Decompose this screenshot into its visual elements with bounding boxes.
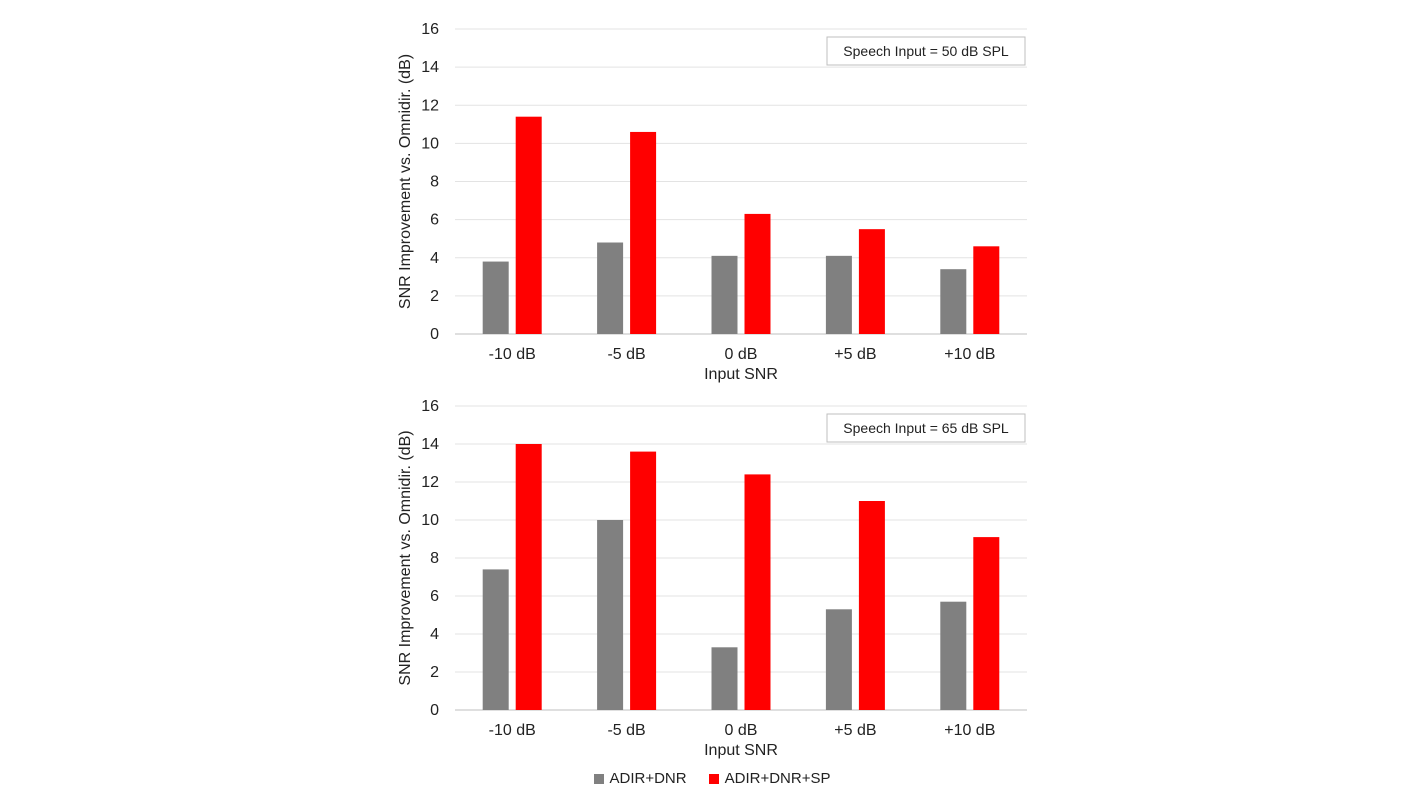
y-tick-label: 10 — [421, 135, 439, 152]
annotation-box — [826, 413, 1026, 443]
y-tick-label: 4 — [430, 250, 439, 267]
legend-label-adir-dnr: ADIR+DNR — [609, 770, 687, 787]
annotation-text: Speech Input = 65 dB SPL — [843, 420, 1009, 436]
legend-item-adir-dnr-sp: ADIR+DNR+SP — [708, 770, 831, 787]
legend-label-adir-dnr-sp: ADIR+DNR+SP — [724, 770, 831, 787]
chart-canvas: 0 2 4 6 8 10 12 14 16 -10 dB -5 dB 0 dB +5 dB +10 dB I… — [397, 21, 1027, 759]
y-tick-label: 12 — [421, 474, 439, 491]
bar-adir-dnr-sp — [858, 229, 885, 334]
x-tick-label: -10 dB — [489, 722, 536, 739]
legend-swatch-adir-dnr — [593, 773, 604, 784]
bar-adir-dnr — [825, 255, 852, 334]
y-tick-label: 0 — [430, 326, 439, 343]
annotation-box — [826, 36, 1026, 66]
bar-adir-dnr-sp — [515, 116, 542, 334]
y-axis-title: SNR Improvement vs. Omnidir. (dB) — [397, 54, 414, 309]
bar-adir-dnr-sp — [858, 501, 885, 710]
y-tick-label: 12 — [421, 97, 439, 114]
y-tick-label: 16 — [421, 21, 439, 38]
bar-adir-dnr — [711, 647, 738, 710]
bar-adir-dnr-sp — [973, 246, 1000, 334]
annotation-text: Speech Input = 50 dB SPL — [843, 43, 1009, 59]
bar-adir-dnr — [940, 601, 967, 710]
y-tick-label: 8 — [430, 550, 439, 567]
bar-adir-dnr — [482, 569, 509, 710]
x-tick-label: -5 dB — [607, 346, 645, 363]
y-tick-label: 14 — [421, 59, 439, 76]
y-tick-label: 2 — [430, 288, 439, 305]
x-axis-title: Input SNR — [704, 366, 778, 383]
y-tick-label: 10 — [421, 512, 439, 529]
chart-panel-1: 0 2 4 6 8 10 12 14 16 -10 dB -5 dB 0 dB +5 dB +10 dB I… — [397, 21, 1027, 383]
legend-item-adir-dnr: ADIR+DNR — [593, 770, 687, 787]
chart-legend: ADIR+DNR ADIR+DNR+SP — [0, 770, 1424, 787]
bar-adir-dnr-sp — [630, 451, 657, 710]
x-tick-label: +5 dB — [834, 346, 876, 363]
y-tick-label: 0 — [430, 702, 439, 719]
bar-adir-dnr — [597, 242, 624, 334]
legend-swatch-adir-dnr-sp — [708, 773, 719, 784]
x-tick-label: +10 dB — [944, 722, 995, 739]
x-tick-label: -10 dB — [489, 346, 536, 363]
y-tick-label: 2 — [430, 664, 439, 681]
x-tick-label: 0 dB — [725, 722, 758, 739]
x-axis-title: Input SNR — [704, 742, 778, 759]
bar-adir-dnr-sp — [515, 444, 542, 710]
y-tick-label: 6 — [430, 212, 439, 229]
y-tick-label: 4 — [430, 626, 439, 643]
x-tick-label: +10 dB — [944, 346, 995, 363]
bar-adir-dnr — [711, 255, 738, 334]
bar-adir-dnr — [482, 261, 509, 334]
bar-adir-dnr — [597, 520, 624, 710]
x-tick-label: -5 dB — [607, 722, 645, 739]
bar-adir-dnr-sp — [744, 474, 771, 710]
y-tick-label: 8 — [430, 174, 439, 191]
y-tick-label: 6 — [430, 588, 439, 605]
chart-panel-2: 0 2 4 6 8 10 12 14 16 -10 dB -5 dB 0 dB +5 dB +10 dB I… — [397, 398, 1027, 759]
y-tick-label: 14 — [421, 436, 439, 453]
bar-adir-dnr-sp — [630, 131, 657, 334]
x-tick-label: 0 dB — [725, 346, 758, 363]
bar-adir-dnr-sp — [744, 213, 771, 334]
bar-adir-dnr — [940, 269, 967, 334]
bar-adir-dnr — [825, 609, 852, 710]
bar-adir-dnr-sp — [973, 537, 1000, 710]
y-axis-title: SNR Improvement vs. Omnidir. (dB) — [397, 430, 414, 685]
y-tick-label: 16 — [421, 398, 439, 415]
x-tick-label: +5 dB — [834, 722, 876, 739]
